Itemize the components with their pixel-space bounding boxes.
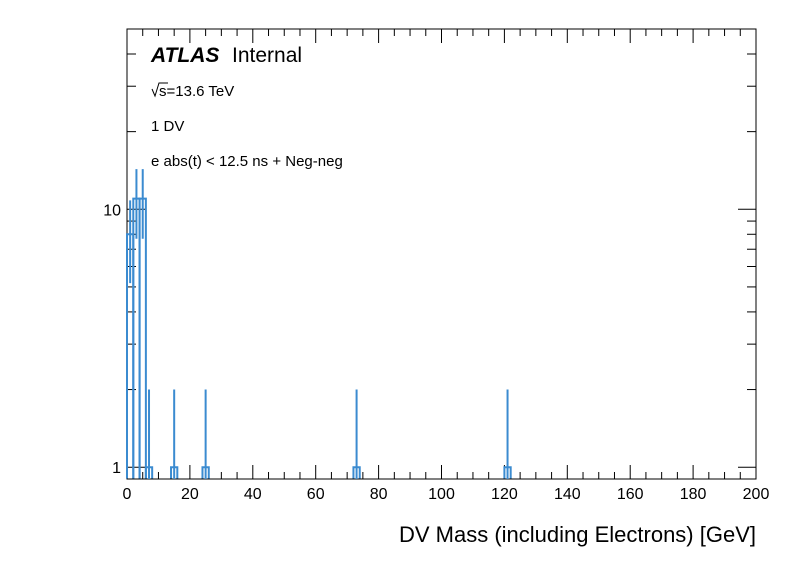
selection-label: 1 DV: [151, 118, 184, 135]
histogram-marks: [126, 169, 512, 479]
x-axis-title: DV Mass (including Electrons) [GeV]: [399, 522, 756, 547]
histogram-bin: [144, 389, 154, 479]
x-tick-label: 80: [370, 486, 388, 503]
x-tick-label: 0: [123, 486, 132, 503]
atlas-logo-text: ATLAS: [150, 44, 219, 67]
atlas-status-text: Internal: [232, 44, 302, 67]
cut-label: e abs(t) < 12.5 ns + Neg-neg: [151, 153, 343, 170]
tick-labels: 0 20 40 60 80 100 120 140 160 180 200 1 10: [103, 202, 769, 503]
x-tick-label: 40: [244, 486, 262, 503]
x-tick-label: 160: [617, 486, 644, 503]
axis-ticks: [126, 28, 757, 480]
histogram-bin: [138, 169, 147, 479]
x-tick-label: 60: [307, 486, 325, 503]
x-tick-label: 140: [554, 486, 581, 503]
sqrt-symbol: [151, 82, 168, 98]
histogram-bin: [201, 389, 210, 479]
x-tick-label: 100: [428, 486, 455, 503]
histogram-bin: [503, 389, 512, 479]
y-tick-label: 10: [103, 202, 121, 219]
x-tick-label: 180: [680, 486, 707, 503]
x-tick-label: 20: [181, 486, 199, 503]
y-tick-label: 1: [112, 460, 121, 477]
x-tick-label: 120: [491, 486, 518, 503]
x-tick-label: 200: [743, 486, 770, 503]
histogram-bin: [170, 389, 179, 479]
energy-label: s=13.6 TeV: [159, 83, 234, 100]
histogram-bin: [352, 389, 361, 479]
bin-outline: [138, 197, 147, 479]
energy-annotation: s=13.6 TeV: [151, 82, 234, 100]
